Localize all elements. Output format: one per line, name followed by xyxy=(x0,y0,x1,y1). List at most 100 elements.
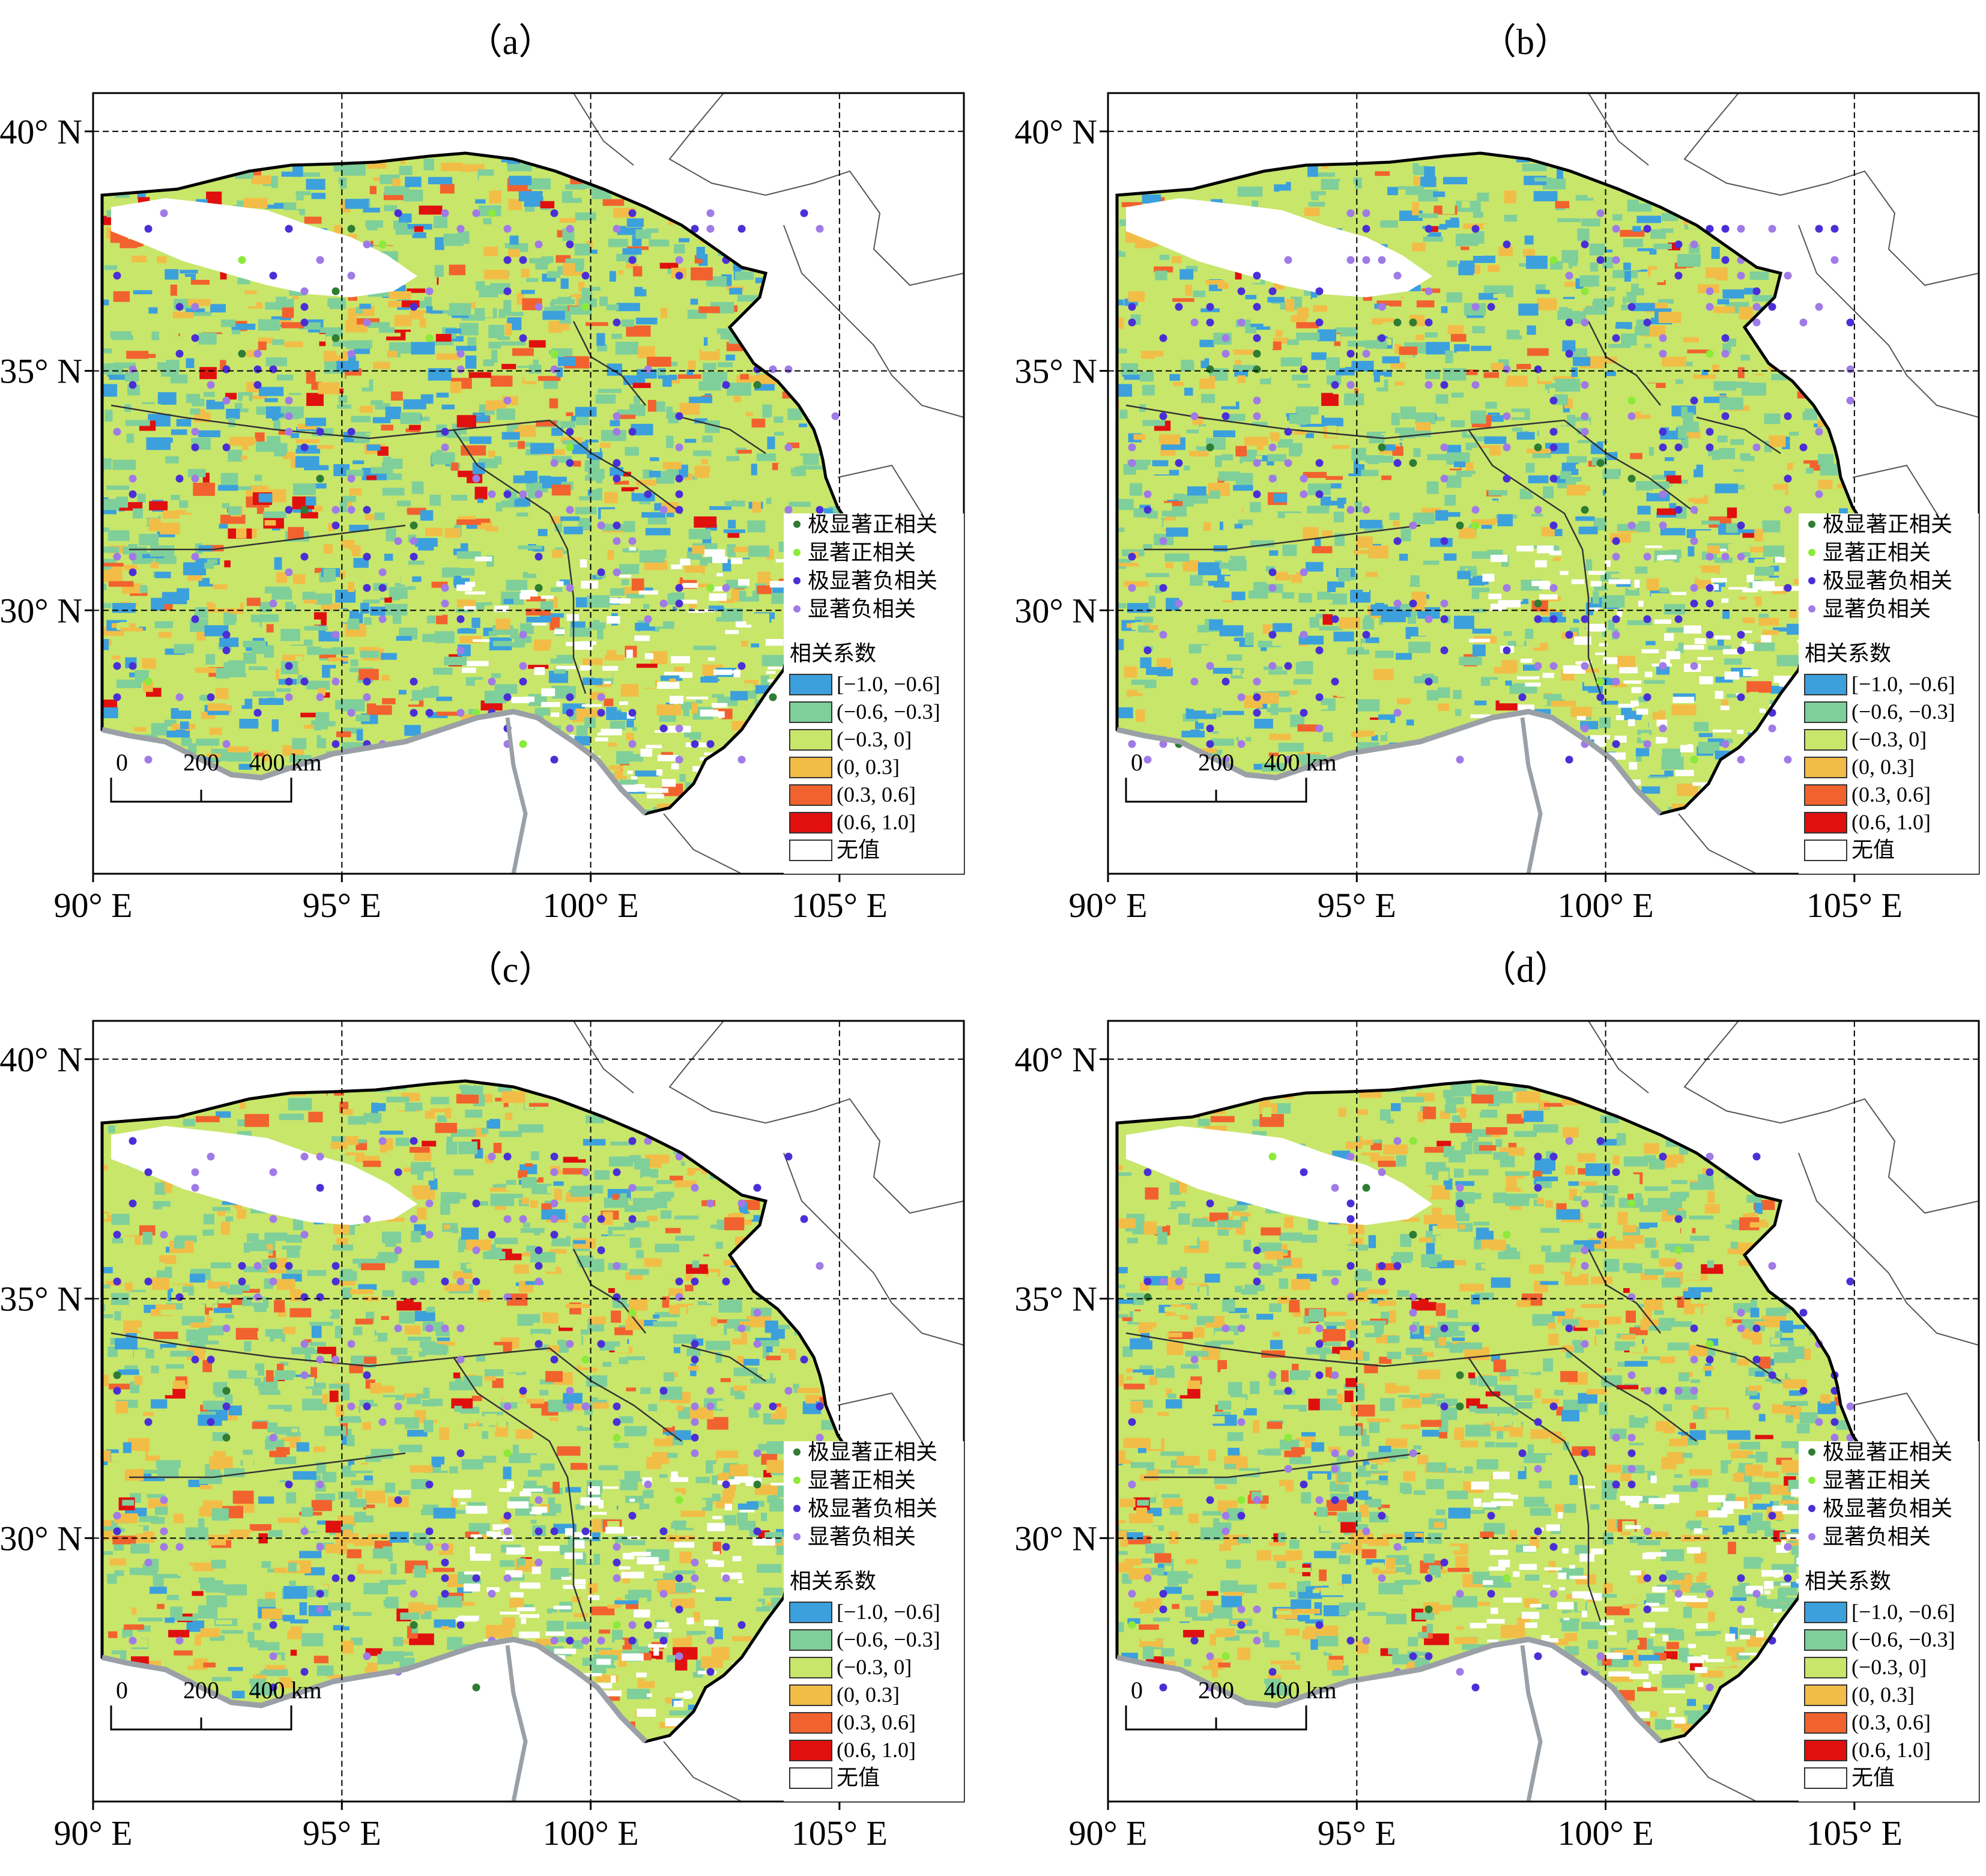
raster-patch xyxy=(724,500,745,507)
raster-patch xyxy=(616,261,626,270)
significance-dot xyxy=(456,709,465,717)
significance-dot xyxy=(222,443,231,452)
raster-patch xyxy=(336,348,344,356)
raster-patch xyxy=(1326,357,1340,371)
raster-patch xyxy=(748,545,769,557)
raster-patch xyxy=(548,228,554,236)
raster-patch xyxy=(1519,323,1527,336)
significance-dot xyxy=(659,599,668,608)
raster-patch xyxy=(1258,562,1265,567)
raster-patch xyxy=(1296,332,1320,340)
raster-patch xyxy=(1721,587,1729,593)
raster-patch xyxy=(1549,612,1563,619)
raster-patch xyxy=(716,463,740,473)
raster-patch xyxy=(1372,318,1394,325)
raster-patch xyxy=(1148,465,1169,475)
raster-patch xyxy=(433,667,453,675)
raster-patch xyxy=(1308,483,1331,495)
significance-dot xyxy=(363,240,371,249)
raster-patch xyxy=(1282,592,1294,599)
no-value-patch xyxy=(611,598,631,604)
raster-patch xyxy=(565,184,586,190)
raster-patch xyxy=(1303,543,1310,556)
raster-patch xyxy=(542,621,550,632)
raster-patch xyxy=(1310,439,1334,443)
raster-patch xyxy=(473,664,483,671)
raster-patch xyxy=(1605,286,1615,291)
raster-patch xyxy=(1575,464,1588,469)
raster-patch xyxy=(1266,175,1286,184)
raster-patch xyxy=(441,162,463,171)
raster-patch xyxy=(1400,407,1416,419)
significance-dot xyxy=(253,381,262,389)
raster-patch xyxy=(1472,326,1485,334)
raster-patch xyxy=(1513,289,1525,295)
significance-dot xyxy=(659,506,668,514)
raster-patch xyxy=(1658,312,1682,323)
raster-patch xyxy=(1704,396,1728,404)
raster-patch xyxy=(574,243,590,256)
no-value-patch xyxy=(644,653,653,659)
raster-patch xyxy=(171,708,192,719)
raster-patch xyxy=(218,485,238,491)
raster-patch xyxy=(1253,763,1268,770)
raster-patch xyxy=(1354,501,1362,512)
significance-dot xyxy=(332,334,340,342)
raster-patch xyxy=(757,585,772,595)
raster-patch xyxy=(674,667,684,673)
raster-patch xyxy=(1228,560,1247,571)
raster-patch xyxy=(488,450,495,458)
raster-patch xyxy=(1557,166,1563,179)
raster-patch xyxy=(1318,599,1333,604)
raster-patch xyxy=(246,598,261,606)
significance-dot xyxy=(644,365,652,374)
raster-patch xyxy=(306,178,325,190)
raster-patch xyxy=(458,231,470,244)
raster-patch xyxy=(115,193,130,198)
raster-patch xyxy=(1200,652,1219,656)
raster-patch xyxy=(1435,394,1449,404)
raster-patch xyxy=(468,224,492,236)
raster-patch xyxy=(1446,292,1462,303)
raster-patch xyxy=(177,530,199,539)
raster-patch xyxy=(159,632,172,638)
raster-patch xyxy=(707,334,721,346)
raster-patch xyxy=(179,500,189,508)
raster-patch xyxy=(1351,360,1374,372)
raster-patch xyxy=(411,342,435,355)
raster-patch xyxy=(431,581,448,588)
raster-patch xyxy=(528,665,549,669)
raster-patch xyxy=(1370,307,1378,314)
raster-patch xyxy=(488,342,501,349)
raster-patch xyxy=(1552,528,1563,536)
raster-patch xyxy=(1455,322,1462,327)
significance-dot xyxy=(597,709,605,717)
raster-patch xyxy=(1424,166,1435,180)
raster-patch xyxy=(485,400,507,411)
raster-patch xyxy=(484,691,506,704)
legend-class-label: (0.3, 0.6] xyxy=(837,782,916,806)
raster-patch xyxy=(1250,540,1274,547)
raster-patch xyxy=(718,599,735,603)
raster-patch xyxy=(428,177,453,184)
raster-patch xyxy=(757,571,776,576)
raster-patch xyxy=(1384,338,1392,345)
raster-patch xyxy=(304,216,322,224)
raster-patch xyxy=(621,319,635,327)
raster-patch xyxy=(1319,626,1343,631)
raster-patch xyxy=(396,636,412,641)
raster-patch xyxy=(227,751,252,762)
significance-dot xyxy=(613,412,621,420)
raster-patch xyxy=(1730,439,1744,445)
raster-patch xyxy=(1589,243,1605,256)
raster-patch xyxy=(1297,413,1307,425)
raster-patch xyxy=(1185,708,1206,719)
raster-patch xyxy=(623,375,646,385)
significance-dot xyxy=(691,740,699,748)
raster-patch xyxy=(1738,529,1760,533)
raster-patch xyxy=(175,277,191,288)
raster-patch xyxy=(1260,377,1271,384)
raster-patch xyxy=(272,339,284,345)
raster-patch xyxy=(216,601,240,609)
raster-patch xyxy=(469,692,478,698)
